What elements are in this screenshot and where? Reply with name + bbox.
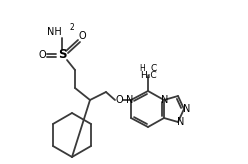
Text: O: O — [78, 31, 86, 41]
Text: N: N — [161, 95, 169, 105]
Text: C: C — [151, 64, 157, 73]
Text: H₃C: H₃C — [140, 72, 156, 81]
Text: O: O — [38, 50, 46, 60]
Text: N: N — [177, 117, 185, 127]
Text: H: H — [139, 64, 145, 73]
Text: NH: NH — [47, 27, 62, 37]
Text: N: N — [183, 104, 191, 114]
Text: 2: 2 — [69, 23, 74, 32]
Text: O: O — [115, 95, 123, 105]
Text: S: S — [58, 49, 66, 62]
Text: N: N — [126, 95, 134, 105]
